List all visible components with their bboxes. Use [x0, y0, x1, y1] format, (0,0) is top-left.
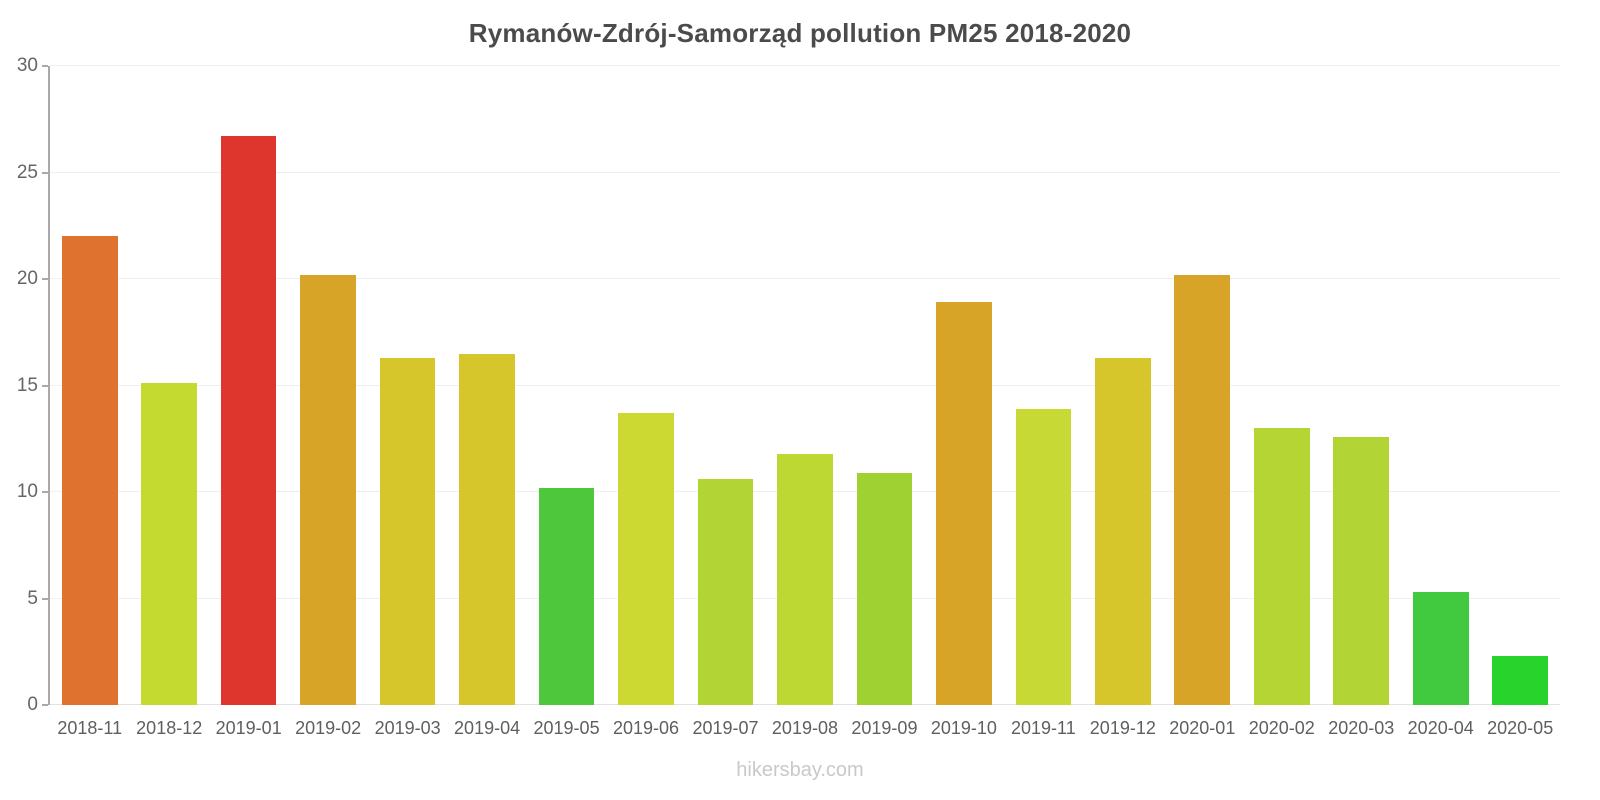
bar-slot: 2019-08	[765, 66, 844, 738]
y-axis-tick	[42, 384, 48, 387]
bar-2019-02	[300, 274, 356, 705]
bar-2019-05	[538, 487, 595, 705]
bar-2019-10	[936, 302, 992, 705]
x-tick-label: 2019-07	[692, 718, 759, 738]
bar-slot: 2019-03	[368, 66, 447, 738]
bar-slot: 2020-05	[1480, 66, 1559, 738]
x-tick-label: 2018-11	[57, 718, 123, 738]
x-tick-label: 2019-08	[771, 718, 838, 738]
x-tick-label: 2019-10	[930, 718, 997, 738]
bar-2020-04	[1412, 592, 1469, 705]
x-tick-label: 2018-12	[136, 718, 203, 738]
bars-container: 2018-11 2018-12 2019-01 2019-02 2019-03 2019-…	[50, 66, 1560, 738]
x-tick-label: 2019-06	[612, 718, 680, 738]
x-tick-label: 2019-11	[1010, 718, 1076, 738]
y-axis-tick	[42, 704, 48, 706]
bar-2019-09	[856, 472, 913, 705]
bar-slot: 2019-09	[845, 66, 924, 738]
bar-2019-11	[1015, 408, 1072, 705]
x-tick-label: 2020-01	[1169, 718, 1236, 738]
y-tick-label: 10	[16, 481, 38, 503]
y-tick-label: 5	[27, 587, 38, 609]
x-tick-label: 2020-04	[1407, 718, 1474, 738]
x-tick-label: 2020-03	[1328, 718, 1395, 738]
gridline	[50, 278, 1560, 279]
bar-2019-07	[697, 479, 754, 705]
bar-2020-01	[1174, 274, 1231, 705]
bar-slot: 2019-10	[924, 66, 1003, 738]
x-tick-label: 2019-03	[374, 718, 441, 738]
y-tick-label: 25	[16, 161, 38, 183]
x-tick-label: 2019-05	[533, 718, 600, 738]
x-tick-label: 2019-12	[1089, 718, 1156, 738]
bar-2020-03	[1333, 436, 1390, 705]
bar-slot: 2019-11	[1004, 66, 1083, 738]
bar-slot: 2020-01	[1163, 66, 1242, 738]
bar-slot: 2020-03	[1322, 66, 1401, 738]
y-axis-tick	[42, 171, 48, 174]
y-axis-tick	[42, 491, 48, 494]
bar-2020-05	[1492, 656, 1548, 705]
x-tick-label: 2020-02	[1248, 718, 1315, 738]
gridline	[50, 65, 1560, 66]
bar-slot: 2019-05	[527, 66, 606, 738]
gridline	[50, 384, 1560, 386]
x-tick-label: 2019-09	[851, 718, 918, 738]
bar-slot: 2019-04	[447, 66, 526, 738]
y-tick-label: 30	[16, 55, 38, 76]
bar-2018-11	[61, 236, 118, 705]
y-tick-label: 0	[27, 694, 38, 715]
x-tick-label: 2019-02	[295, 718, 362, 738]
chart-title: Rymanów-Zdrój-Samorząd pollution PM25 20…	[468, 18, 1132, 48]
bar-2019-01	[220, 136, 277, 705]
y-axis-tick	[42, 597, 48, 600]
bar-2019-06	[618, 413, 674, 705]
gridline	[50, 171, 1560, 173]
y-axis-tick	[42, 65, 48, 67]
bar-slot: 2020-04	[1401, 66, 1480, 738]
watermark-hikersbay: hikersbay.com	[736, 759, 864, 781]
bar-slot: 2019-01	[209, 66, 288, 738]
y-tick-label: 20	[16, 268, 38, 290]
bar-slot: 2019-06	[606, 66, 685, 738]
bar-slot: 2019-12	[1083, 66, 1162, 738]
x-tick-label: 2019-04	[454, 718, 521, 738]
bar-slot: 2018-12	[129, 66, 208, 738]
x-tick-label: 2020-05	[1487, 718, 1554, 738]
x-tick-label: 2019-01	[215, 718, 282, 738]
bar-slot: 2019-02	[288, 66, 367, 738]
bar-2018-12	[141, 383, 198, 705]
bar-2019-03	[379, 357, 436, 705]
y-axis-tick	[42, 278, 48, 281]
y-tick-label: 15	[16, 374, 38, 396]
bar-slot: 2019-07	[686, 66, 765, 738]
plot-area: 0 5 10 15 20 25 30 2018-11 2018-12 2019-01 2019-02…	[17, 56, 1560, 738]
bar-slot: 2020-02	[1242, 66, 1321, 738]
bar-2019-04	[459, 353, 515, 705]
bar-slot: 2018-11	[50, 66, 129, 738]
bar-2019-08	[777, 453, 833, 705]
bar-2020-02	[1253, 428, 1310, 705]
bar-2019-12	[1095, 357, 1151, 705]
